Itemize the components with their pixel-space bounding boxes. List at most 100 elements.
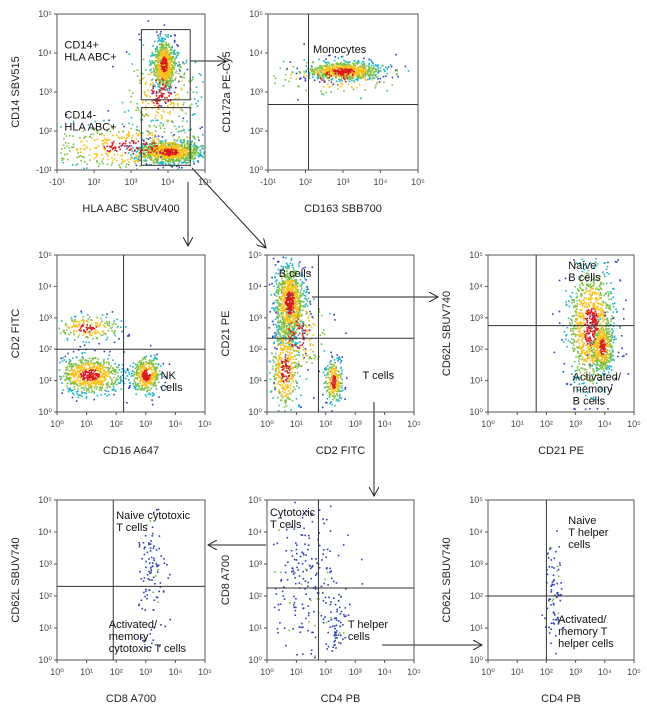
- cell-dot: [158, 396, 160, 398]
- cell-dot: [176, 140, 178, 142]
- cell-dot: [99, 375, 102, 378]
- cell-dot: [165, 60, 168, 62]
- cell-dot: [144, 378, 146, 381]
- cell-dot: [327, 54, 330, 57]
- cell-dot: [190, 153, 192, 155]
- x-tick-label: 10¹: [80, 419, 93, 429]
- cell-dot: [87, 116, 90, 118]
- cell-dot: [82, 321, 85, 324]
- cell-dot: [105, 333, 107, 336]
- cell-dot: [168, 154, 171, 156]
- cell-dot: [87, 389, 90, 391]
- cell-dot: [353, 81, 356, 83]
- cell-dot: [157, 102, 159, 105]
- cell-dot: [169, 92, 171, 95]
- cell-dot: [134, 160, 137, 163]
- cell-dot: [81, 352, 84, 354]
- cell-dot: [110, 383, 113, 385]
- cell-dot: [140, 370, 143, 372]
- cell-dot: [86, 359, 88, 362]
- cell-dot: [297, 99, 299, 101]
- cell-dot: [160, 154, 163, 157]
- cell-dot: [344, 74, 346, 76]
- cell-dot: [167, 157, 170, 159]
- cell-dot: [152, 152, 154, 155]
- cell-dot: [166, 65, 169, 67]
- cell-dot: [197, 100, 199, 102]
- cell-dot: [137, 373, 140, 375]
- cell-dot: [142, 362, 145, 364]
- cell-dot: [111, 323, 114, 326]
- cell-dot: [72, 135, 74, 137]
- cell-dot: [169, 55, 172, 58]
- cell-dot: [88, 369, 91, 372]
- cell-dot: [90, 319, 92, 321]
- cell-dot: [145, 113, 147, 115]
- cell-dot: [139, 146, 142, 149]
- cell-dot: [318, 72, 320, 75]
- cell-dot: [66, 382, 69, 385]
- cell-dot: [138, 33, 140, 36]
- cell-dot: [151, 394, 154, 397]
- cell-dot: [277, 299, 279, 302]
- cell-dot: [143, 147, 146, 149]
- cell-dot: [79, 377, 82, 379]
- cell-dot: [141, 114, 144, 116]
- cell-dot: [76, 392, 78, 395]
- cell-dot: [295, 296, 298, 298]
- x-tick-label: 10⁵: [198, 419, 212, 429]
- cell-dot: [101, 320, 103, 323]
- cell-dot: [157, 37, 160, 39]
- cell-dot: [160, 48, 163, 51]
- cell-dot: [92, 366, 94, 368]
- cell-dot: [78, 394, 81, 396]
- cell-dot: [324, 74, 327, 77]
- cell-dot: [304, 79, 307, 82]
- cell-dot: [155, 90, 158, 93]
- cell-dot: [271, 282, 273, 285]
- cell-dot: [139, 132, 141, 135]
- cell-dot: [194, 113, 196, 115]
- cell-dot: [276, 348, 278, 350]
- cell-dot: [172, 153, 174, 156]
- y-axis-label: CD172a PE-Cy5: [221, 51, 233, 132]
- cell-dot: [156, 162, 158, 164]
- cell-dot: [193, 142, 196, 144]
- cell-dot: [145, 385, 147, 387]
- cell-dot: [159, 142, 162, 144]
- cell-dot: [391, 76, 394, 79]
- cell-dot: [157, 148, 159, 151]
- cell-dot: [128, 164, 130, 166]
- cell-dot: [92, 369, 94, 372]
- cell-dot: [115, 134, 118, 137]
- cell-dot: [181, 125, 184, 128]
- cell-dot: [142, 368, 145, 371]
- cell-dot: [165, 149, 168, 152]
- cell-dot: [353, 63, 356, 65]
- x-tick-label: 10⁵: [198, 177, 212, 187]
- cell-dot: [161, 39, 163, 41]
- cell-dot: [291, 71, 294, 74]
- cell-dot: [175, 86, 177, 89]
- cell-dot: [88, 385, 90, 388]
- cell-dot: [95, 374, 98, 377]
- cell-dot: [157, 72, 159, 75]
- cell-dot: [283, 281, 285, 284]
- cell-dot: [79, 327, 82, 329]
- cell-dot: [385, 66, 387, 69]
- cell-dot: [75, 324, 77, 326]
- y-tick-label: 10⁵: [38, 9, 52, 19]
- cell-dot: [154, 151, 156, 153]
- cell-dot: [133, 160, 135, 163]
- cell-dot: [194, 98, 196, 100]
- cell-dot: [166, 57, 169, 59]
- cell-dot: [104, 141, 106, 144]
- cell-dot: [283, 330, 285, 332]
- cell-dot: [139, 389, 142, 391]
- cell-dot: [285, 311, 287, 313]
- cell-dot: [68, 389, 70, 391]
- cell-dot: [173, 61, 176, 64]
- cell-dot: [180, 139, 182, 141]
- cell-dot: [323, 72, 325, 74]
- cell-dot: [96, 332, 98, 334]
